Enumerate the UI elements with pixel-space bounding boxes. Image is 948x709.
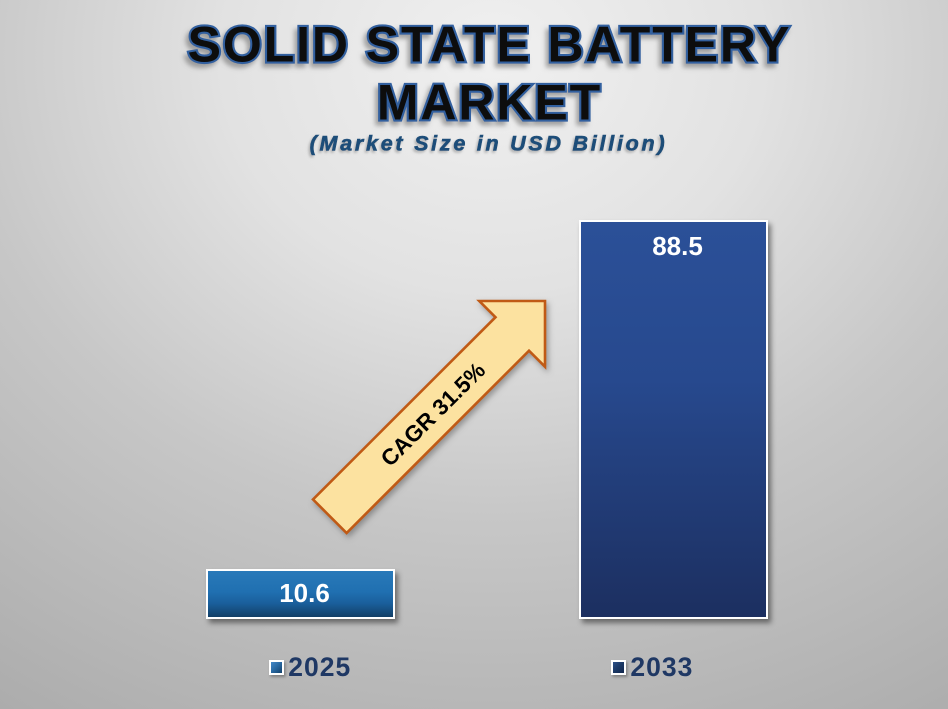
svg-text:MARKET: MARKET: [377, 74, 602, 130]
svg-text:(Market Size in USD Billion): (Market Size in USD Billion): [310, 131, 668, 155]
svg-text:CAGR 31.5%: CAGR 31.5%: [376, 358, 490, 472]
svg-text:SOLID STATE BATTERY: SOLID STATE BATTERY: [188, 17, 792, 73]
